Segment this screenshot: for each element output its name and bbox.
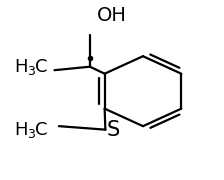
Text: 3: 3 [27,128,35,141]
Text: 3: 3 [27,65,35,78]
Text: C: C [34,58,47,76]
Text: H: H [15,58,28,76]
Text: OH: OH [97,6,127,25]
Text: C: C [34,121,47,139]
Text: S: S [106,120,120,140]
Text: H: H [15,121,28,139]
